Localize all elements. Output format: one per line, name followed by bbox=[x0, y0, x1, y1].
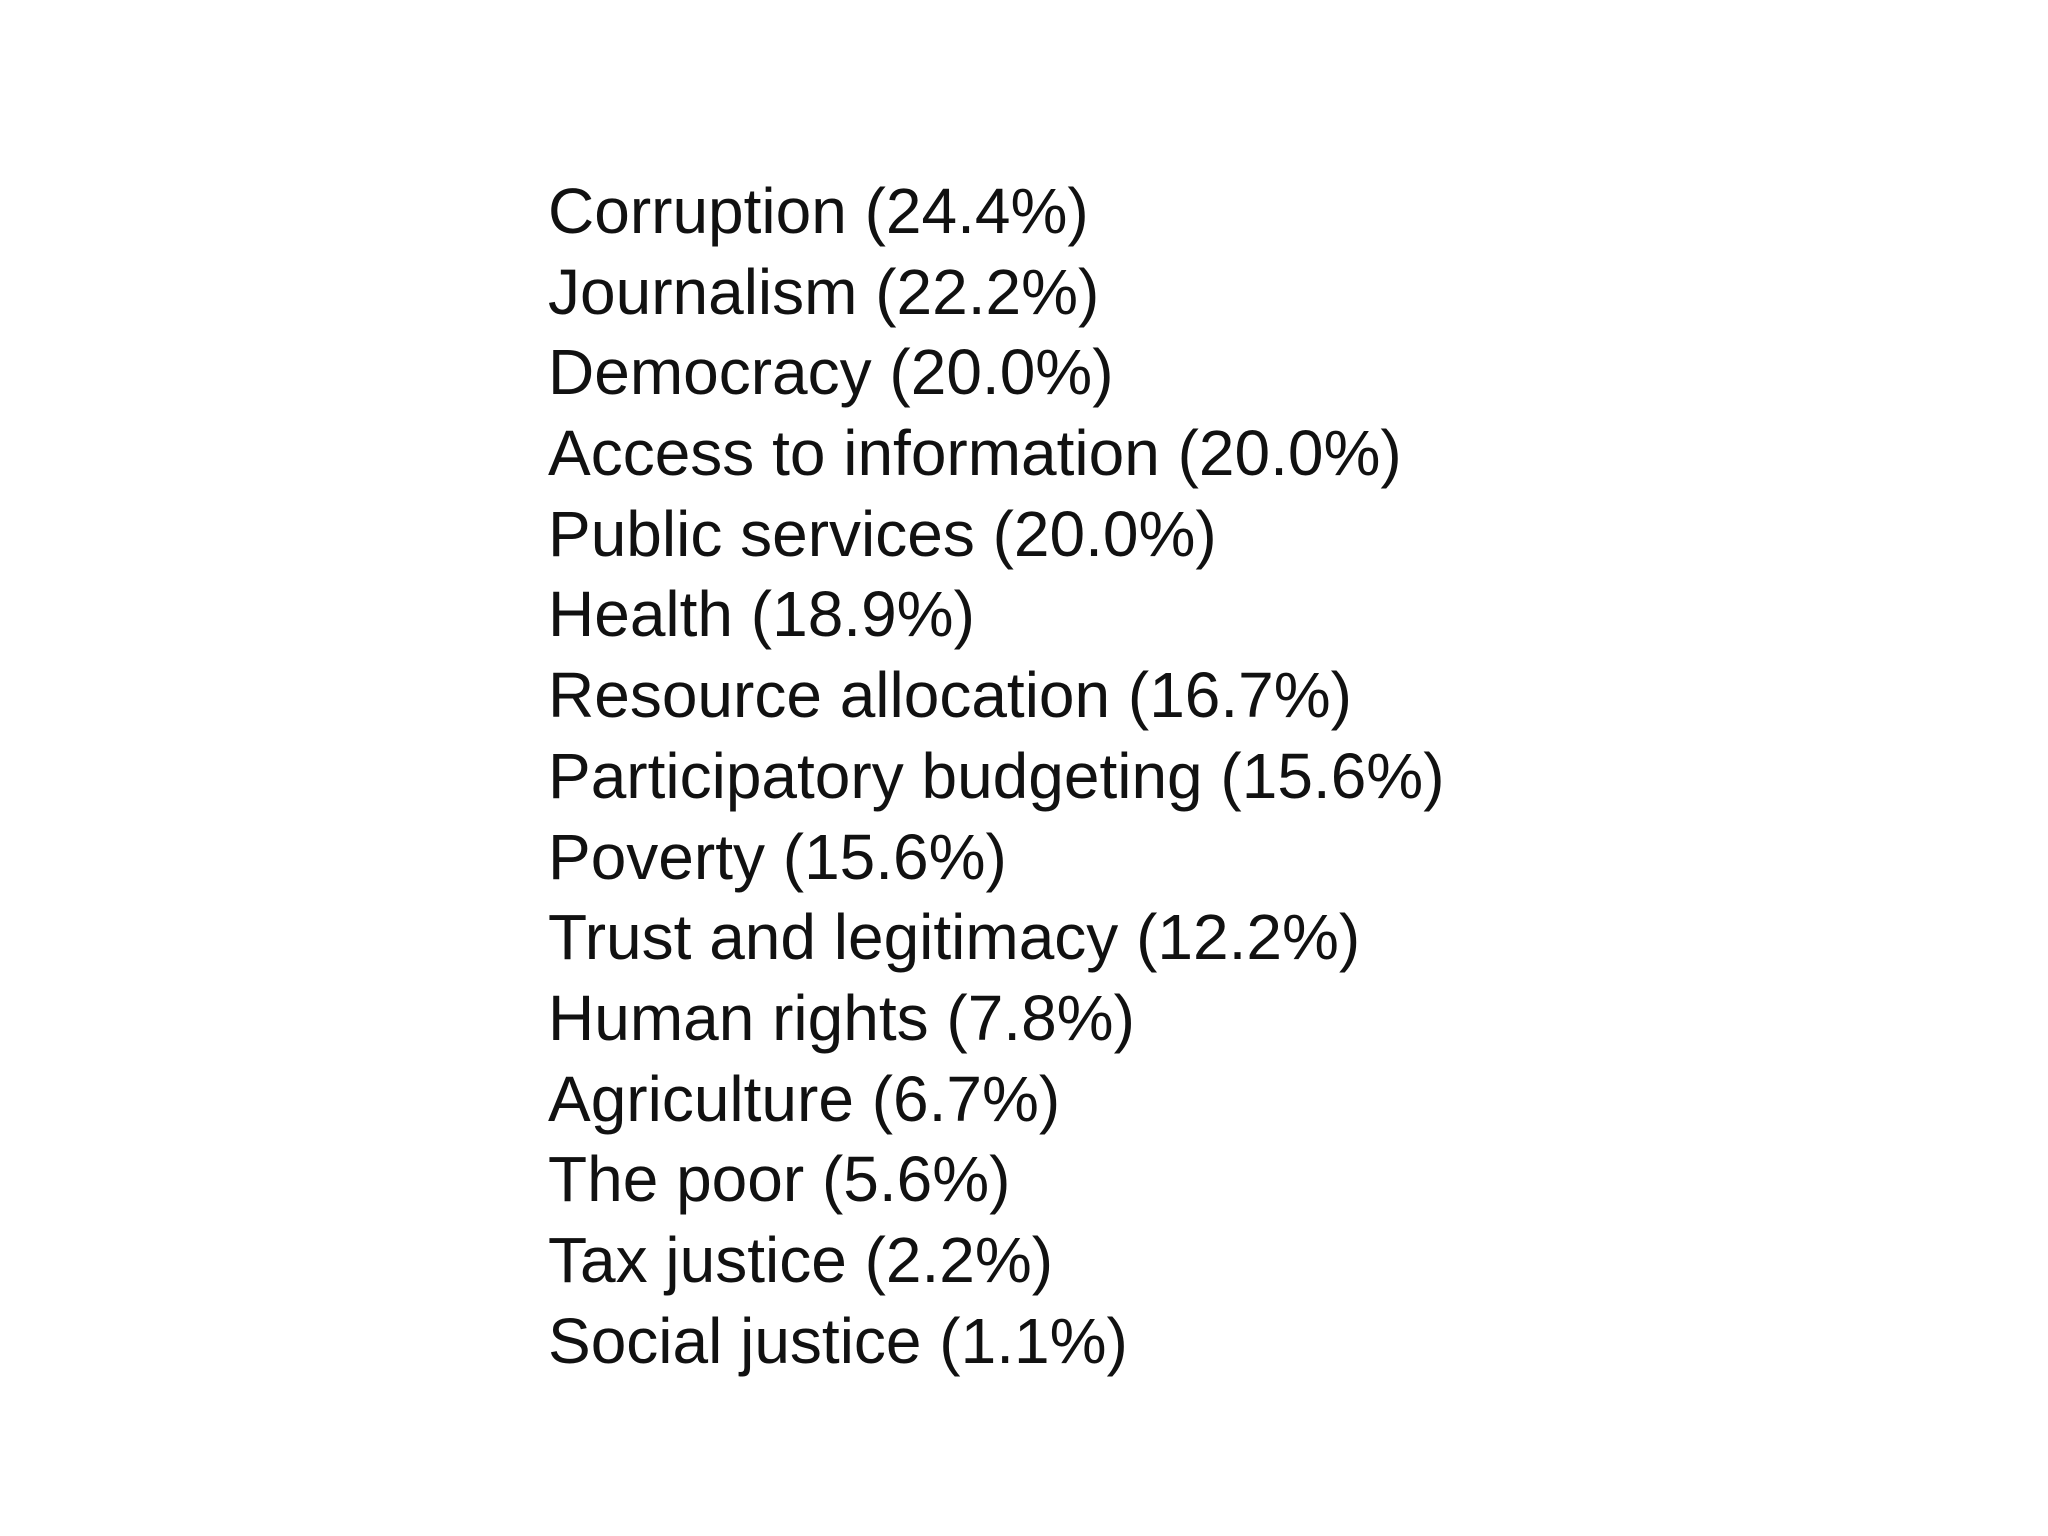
topic-percent: 15.6% bbox=[804, 820, 986, 893]
list-item: Health (18.9%) bbox=[548, 578, 975, 651]
topic-label: Trust and legitimacy bbox=[548, 901, 1119, 974]
topic-percent: 1.1% bbox=[960, 1304, 1107, 1377]
topic-percent: 16.7% bbox=[1149, 659, 1331, 732]
topic-label: Human rights bbox=[548, 981, 929, 1054]
topic-percent: 20.0% bbox=[1198, 417, 1381, 490]
topic-percent: 18.9% bbox=[772, 578, 954, 651]
topic-percent: 2.2% bbox=[885, 1223, 1032, 1296]
topic-label: Participatory budgeting bbox=[548, 739, 1203, 812]
topic-percent: 6.7% bbox=[893, 1062, 1039, 1135]
list-item: Democracy (20.0%) bbox=[548, 336, 1114, 409]
list-item: Resource allocation (16.7%) bbox=[548, 659, 1352, 732]
list-item: Tax justice (2.2%) bbox=[548, 1223, 1054, 1296]
list-item: Agriculture (6.7%) bbox=[548, 1062, 1061, 1135]
topic-label: Poverty bbox=[548, 820, 765, 893]
list-item: Poverty (15.6%) bbox=[548, 820, 1007, 893]
topic-label: Journalism bbox=[548, 255, 858, 328]
topic-label: The poor bbox=[548, 1143, 805, 1216]
topic-label: Agriculture bbox=[548, 1062, 854, 1135]
topic-label: Social justice bbox=[548, 1304, 922, 1377]
topic-label: Resource allocation bbox=[548, 659, 1111, 732]
topic-percent: 7.8% bbox=[967, 981, 1114, 1054]
topic-percent: 12.2% bbox=[1157, 901, 1339, 974]
list-item: Participatory budgeting (15.6%) bbox=[548, 739, 1445, 812]
list-item: Access to information (20.0%) bbox=[548, 417, 1402, 490]
topic-label: Democracy bbox=[548, 336, 872, 409]
topic-percent: 15.6% bbox=[1241, 739, 1424, 812]
list-item: Corruption (24.4%) bbox=[548, 175, 1089, 247]
topic-percent: 20.0% bbox=[1013, 497, 1196, 570]
topic-label: Access to information bbox=[548, 417, 1160, 490]
topic-list: Corruption (24.4%) Journalism (22.2%) De… bbox=[548, 171, 1445, 1381]
topic-label: Corruption bbox=[548, 175, 847, 247]
list-item: Journalism (22.2%) bbox=[548, 255, 1100, 328]
list-item: The poor (5.6%) bbox=[548, 1143, 1011, 1216]
topic-percent: 22.2% bbox=[896, 255, 1078, 328]
list-item: Public services (20.0%) bbox=[548, 497, 1217, 570]
topic-percent: 5.6% bbox=[843, 1143, 990, 1216]
topic-label: Public services bbox=[548, 497, 975, 570]
list-item: Human rights (7.8%) bbox=[548, 981, 1135, 1054]
topic-percent: 20.0% bbox=[910, 336, 1093, 409]
list-item: Trust and legitimacy (12.2%) bbox=[548, 901, 1361, 974]
topic-label: Health bbox=[548, 578, 733, 651]
topic-label: Tax justice bbox=[548, 1223, 847, 1296]
topic-percent: 24.4% bbox=[885, 175, 1068, 247]
list-item: Social justice (1.1%) bbox=[548, 1304, 1128, 1377]
